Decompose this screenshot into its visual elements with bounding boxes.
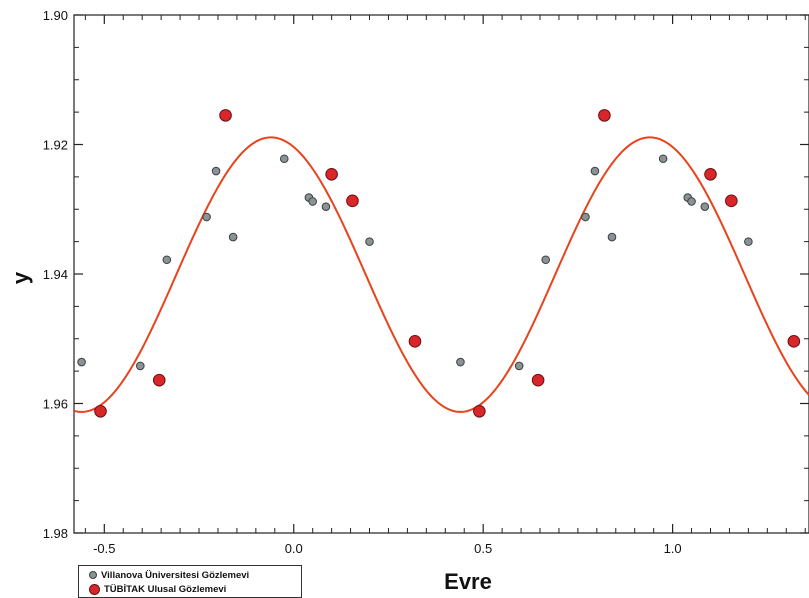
tubitak-data-point <box>219 109 232 122</box>
legend-label-tubitak: TÜBİTAK Ulusal Gözlemevi <box>104 583 227 595</box>
villanova-data-point <box>687 197 696 206</box>
x-axis: -0.5 0.0 0.5 1.0 <box>84 15 806 556</box>
villanova-data-point <box>162 255 172 265</box>
y-tick-label: 1.92 <box>43 138 68 153</box>
y-tick-label: 1.98 <box>43 526 68 541</box>
y-tick-label: 1.94 <box>43 267 68 282</box>
plot-frame <box>73 14 809 534</box>
model-fit-curve <box>73 136 809 413</box>
villanova-data-point <box>514 361 524 371</box>
villanova-data-point <box>607 232 617 242</box>
tubitak-data-point <box>725 194 738 208</box>
x-tick-label: 0.0 <box>285 541 303 556</box>
villanova-data-point <box>541 255 550 265</box>
villanova-data-point <box>321 202 331 211</box>
tubitak-data-point <box>531 373 545 387</box>
y-axis: 1.90 1.92 1.94 1.96 1.98 <box>43 8 809 541</box>
x-tick-label: -0.5 <box>93 541 115 556</box>
villanova-data-point <box>365 237 374 246</box>
x-axis-title: Evre <box>444 569 492 594</box>
x-tick-label: 0.5 <box>474 541 492 556</box>
legend-item-villanova: Villanova Üniversitesi Gözlemevi <box>89 568 301 582</box>
tubitak-data-point <box>325 167 338 181</box>
tubitak-data-point <box>94 404 107 418</box>
villanova-data-point <box>202 212 211 222</box>
villanova-data-point <box>700 202 710 211</box>
villanova-data-point <box>308 197 317 206</box>
villanova-data-point <box>744 237 753 246</box>
tubitak-data-point <box>346 194 359 208</box>
tubitak-data-point <box>598 109 611 122</box>
tubitak-data-point <box>408 335 422 348</box>
small-grey-circle-icon <box>89 571 97 579</box>
tubitak-data-point <box>473 404 486 418</box>
y-tick-label: 1.90 <box>43 8 68 23</box>
villanova-data-point <box>136 361 145 371</box>
x-tick-label: 1.0 <box>664 541 682 556</box>
legend-label-villanova: Villanova Üniversitesi Gözlemevi <box>101 569 250 581</box>
villanova-data-point <box>279 154 289 164</box>
tubitak-data-point <box>787 335 801 348</box>
tubitak-data-point <box>152 373 166 387</box>
y-tick-label: 1.96 <box>43 397 68 412</box>
villanova-data-point <box>456 357 465 367</box>
legend: Villanova Üniversitesi Gözlemevi TÜBİTAK… <box>78 565 302 598</box>
tubitak-data-point <box>704 167 717 181</box>
legend-item-tubitak: TÜBİTAK Ulusal Gözlemevi <box>89 582 301 596</box>
villanova-data-point <box>590 166 600 176</box>
villanova-data-point <box>658 154 668 164</box>
large-red-circle-icon <box>89 583 100 595</box>
villanova-data-point <box>228 232 238 242</box>
villanova-data-point <box>77 357 86 367</box>
villanova-data-point <box>211 166 221 176</box>
villanova-data-point <box>581 212 590 222</box>
data-points <box>77 109 801 418</box>
y-axis-title: y <box>8 271 33 284</box>
